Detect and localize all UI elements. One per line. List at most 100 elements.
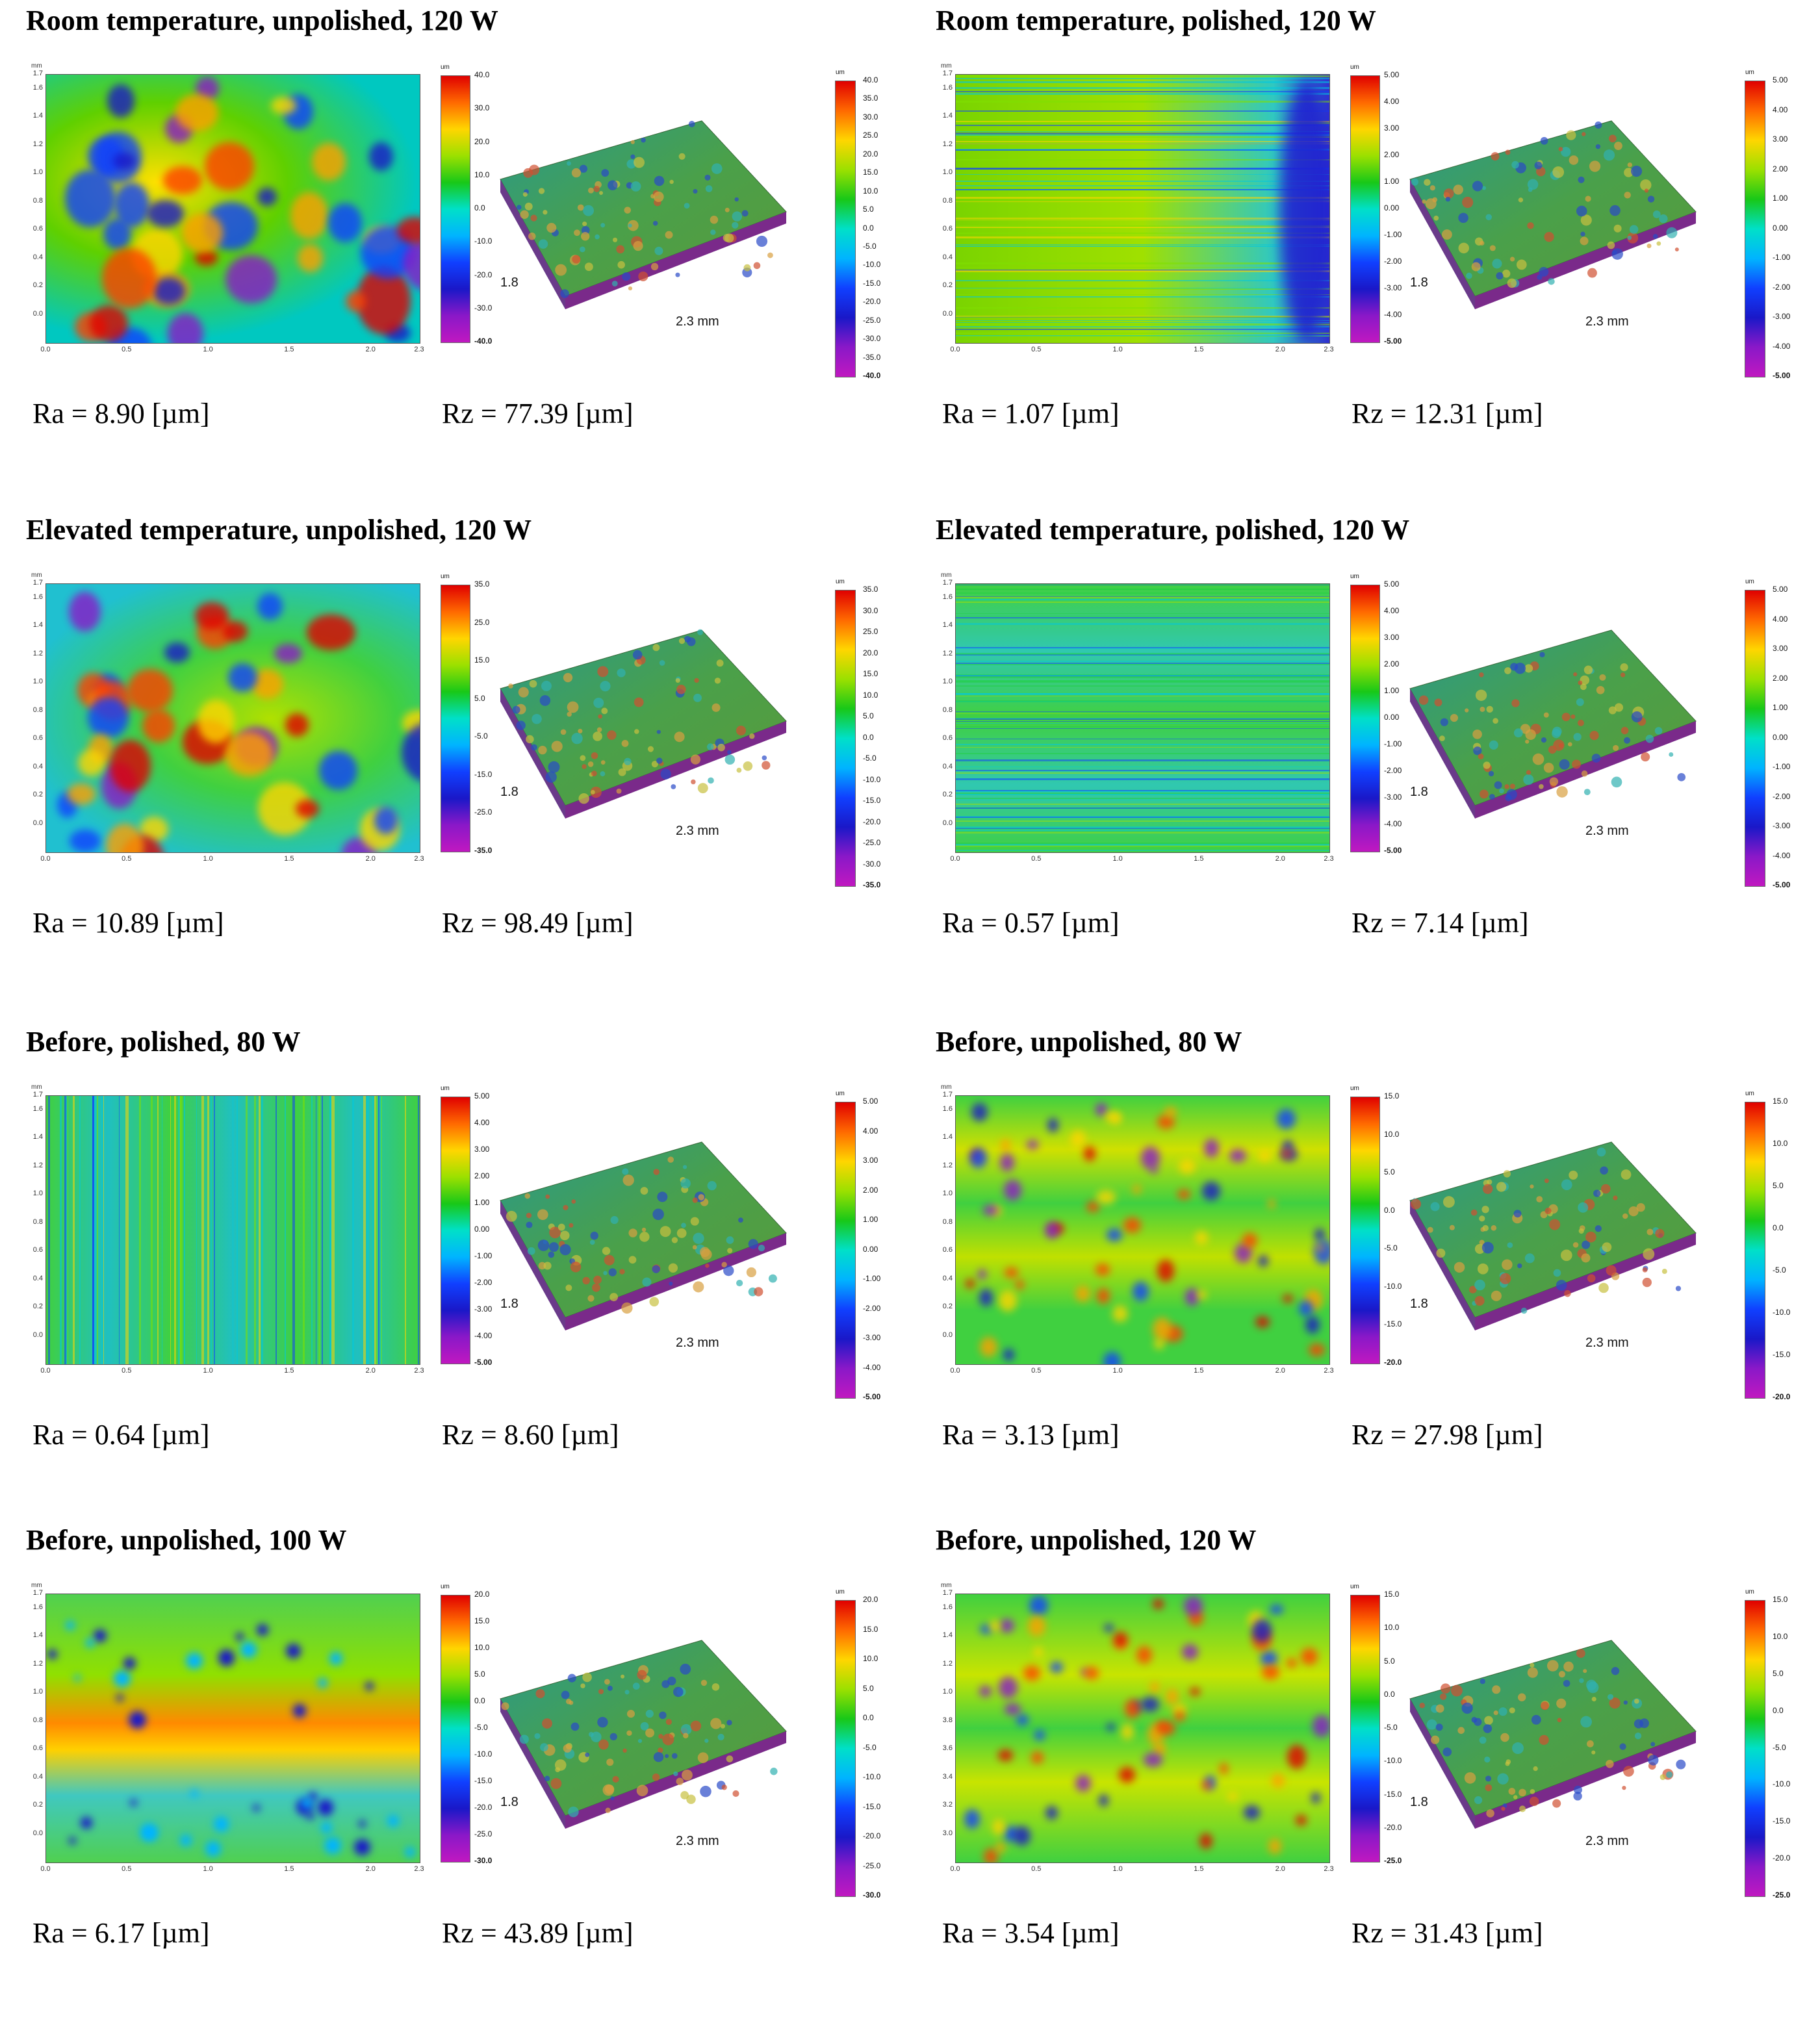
surface-peak bbox=[1559, 759, 1570, 770]
surface-peak bbox=[534, 1733, 541, 1739]
height-feature bbox=[105, 824, 144, 852]
y-tick-label: 1.7 bbox=[32, 579, 43, 587]
height-streak bbox=[956, 81, 1329, 83]
surface-y-label: 1.8 bbox=[500, 1297, 519, 1311]
y-tick-label: 0.0 bbox=[32, 819, 43, 827]
surface-peak bbox=[634, 157, 645, 168]
height-feature bbox=[257, 188, 277, 207]
surface-peak bbox=[1540, 1701, 1550, 1710]
height-feature bbox=[1165, 1688, 1179, 1705]
surface-scale-label: -5.0 bbox=[863, 754, 877, 763]
height-streak bbox=[956, 294, 1329, 296]
surface-peak bbox=[1491, 1290, 1502, 1301]
surface-peak bbox=[1614, 703, 1624, 712]
map-axis-unit-y: mm bbox=[941, 62, 952, 70]
surface-peak bbox=[1624, 168, 1634, 177]
surface-peak bbox=[653, 1751, 664, 1762]
height-feature bbox=[1029, 1595, 1049, 1616]
surface-scale-label: -15.0 bbox=[1773, 1816, 1791, 1826]
height-feature bbox=[1296, 1814, 1307, 1826]
map-scale-unit: um bbox=[441, 1583, 450, 1590]
height-feature bbox=[320, 1822, 332, 1833]
x-tick-label: 0.0 bbox=[40, 1367, 51, 1375]
surface-front-side bbox=[565, 721, 786, 819]
surface-peak bbox=[612, 1775, 619, 1783]
x-tick-label: 0.5 bbox=[1031, 855, 1042, 863]
surface-scale-label: 1.00 bbox=[1773, 703, 1788, 712]
surface-scale-label: 0.00 bbox=[1773, 223, 1788, 233]
surface-peak bbox=[591, 752, 598, 759]
surface-scale-label: 10.0 bbox=[1773, 1139, 1788, 1148]
surface-peak bbox=[1474, 1295, 1485, 1306]
height-streak bbox=[956, 296, 1329, 298]
surface-peak bbox=[647, 746, 654, 752]
surface-peak bbox=[682, 1165, 687, 1169]
surface-peak bbox=[762, 755, 767, 761]
height-feature bbox=[1182, 1644, 1198, 1660]
surface-peak bbox=[546, 223, 557, 233]
height-feature bbox=[319, 751, 357, 791]
surface-peak bbox=[1556, 786, 1568, 798]
surface-peak bbox=[1479, 1736, 1487, 1744]
surface-peak bbox=[587, 1295, 595, 1302]
height-feature bbox=[285, 713, 309, 737]
x-tick-label: 0.5 bbox=[1031, 1367, 1042, 1375]
surface-peak bbox=[560, 729, 567, 735]
surface-peak bbox=[1582, 1240, 1591, 1249]
y-tick-label: 0.2 bbox=[942, 1303, 953, 1311]
surface-peak bbox=[567, 701, 579, 713]
surface-peak bbox=[583, 205, 595, 216]
height-streak bbox=[417, 1096, 419, 1364]
map-axis-unit-y: mm bbox=[941, 1582, 952, 1589]
rz-unit: [µm] bbox=[1478, 1917, 1543, 1949]
x-tick-label: 0.0 bbox=[950, 855, 960, 863]
map-scale-label: -5.0 bbox=[474, 1723, 488, 1732]
height-feature bbox=[1143, 1753, 1162, 1767]
x-tick-label: 1.0 bbox=[1112, 346, 1123, 353]
y-tick-label: 0.8 bbox=[32, 196, 43, 205]
surface-peak bbox=[1553, 1269, 1561, 1277]
surface-peak bbox=[717, 1733, 724, 1741]
height-feature bbox=[224, 732, 273, 776]
map-scale-label: 5.00 bbox=[474, 1091, 490, 1100]
surface-peak bbox=[1552, 1799, 1561, 1808]
roughness-panel: Room temperature, unpolished, 120 W mm 1.7… bbox=[0, 4, 910, 502]
height-feature bbox=[1028, 1615, 1045, 1637]
surface-peak bbox=[561, 1690, 570, 1699]
surface-peak bbox=[1478, 754, 1484, 759]
y-tick-label: 0.6 bbox=[32, 1246, 43, 1254]
y-tick-label: 1.4 bbox=[942, 112, 953, 120]
x-tick-label: 1.0 bbox=[203, 855, 213, 863]
surface-peak bbox=[1470, 1209, 1478, 1216]
height-streak bbox=[956, 817, 1329, 819]
surface-peak bbox=[610, 1796, 615, 1801]
roughness-panel: Before, unpolished, 120 W mm 1.7 1.6 1.4 1.2 1… bbox=[910, 1523, 1819, 2021]
surface-scale-label: -3.00 bbox=[1773, 312, 1791, 321]
height-feature bbox=[147, 199, 185, 227]
surface-peak bbox=[736, 726, 747, 736]
surface-peak bbox=[1485, 1784, 1493, 1792]
surface-3d-view bbox=[1409, 629, 1697, 819]
height-feature bbox=[252, 1804, 260, 1812]
surface-peak bbox=[1484, 1756, 1491, 1763]
surface-peak bbox=[1596, 685, 1605, 694]
surface-peak bbox=[572, 255, 581, 264]
height-feature bbox=[257, 593, 283, 620]
height-streak bbox=[956, 201, 1329, 203]
surface-peak bbox=[1489, 794, 1495, 800]
height-streak bbox=[956, 803, 1329, 805]
surface-color-scale bbox=[835, 590, 856, 887]
surface-peak bbox=[1513, 728, 1523, 738]
surface-scale-label: -5.0 bbox=[1773, 1742, 1786, 1752]
surface-peak bbox=[634, 729, 639, 734]
height-feature bbox=[1185, 1288, 1199, 1306]
height-map-2d: mm 1.7 1.6 1.4 1.2 1.0 0.8 0.6 0.4 0.2 0.0 0.0 0.5 1.… bbox=[26, 566, 424, 863]
height-feature bbox=[1031, 1751, 1044, 1764]
y-tick-label: 1.2 bbox=[32, 649, 43, 657]
surface-front-side bbox=[565, 1233, 786, 1330]
surface-3d-view bbox=[1409, 120, 1697, 309]
surface-peak bbox=[1549, 777, 1559, 786]
height-streak bbox=[956, 743, 1329, 745]
surface-peak bbox=[675, 678, 680, 683]
height-streak bbox=[956, 599, 1329, 601]
